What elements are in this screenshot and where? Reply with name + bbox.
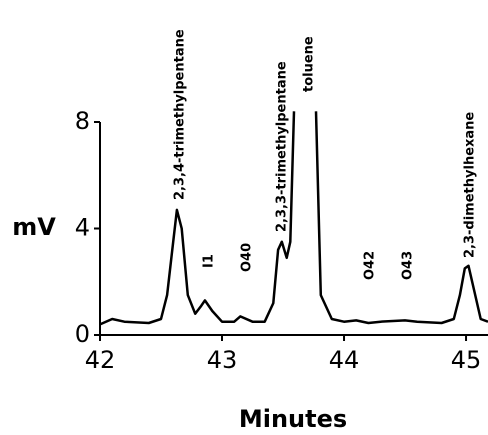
trace — [99, 111, 488, 326]
x-tick-label: 44 — [329, 346, 360, 374]
peak-label: toluene — [302, 36, 317, 92]
y-tick-label: 4 — [75, 214, 90, 242]
peak-label: O40 — [240, 243, 255, 272]
x-axis-label: Minutes — [239, 405, 347, 433]
peak-label: 2,3,4-trimethylpentane — [173, 29, 188, 200]
x-tick-label: 42 — [85, 346, 116, 374]
peak-label: O43 — [401, 251, 416, 280]
y-axis-label: mV — [12, 213, 56, 241]
peak-label: 2,3-dimethylhexane — [463, 112, 478, 258]
peak-label: O42 — [363, 251, 378, 280]
peak-label: 2,3,3-trimethylpentane — [275, 61, 290, 232]
y-tick-label: 8 — [75, 107, 90, 135]
peak-label: I1 — [202, 254, 217, 268]
y-tick-label: 0 — [75, 320, 90, 348]
x-tick-label: 43 — [207, 346, 238, 374]
x-tick-label: 45 — [451, 346, 482, 374]
